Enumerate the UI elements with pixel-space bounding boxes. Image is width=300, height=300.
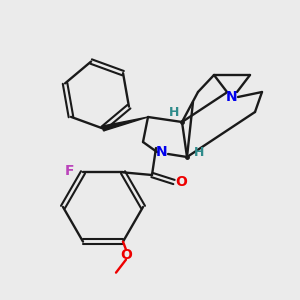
Text: N: N (226, 90, 238, 104)
Text: O: O (175, 175, 187, 189)
Polygon shape (102, 117, 148, 131)
Text: N: N (156, 145, 168, 159)
Text: O: O (120, 248, 132, 262)
Text: H: H (169, 106, 179, 118)
Text: F: F (65, 164, 75, 178)
Text: H: H (194, 146, 204, 158)
